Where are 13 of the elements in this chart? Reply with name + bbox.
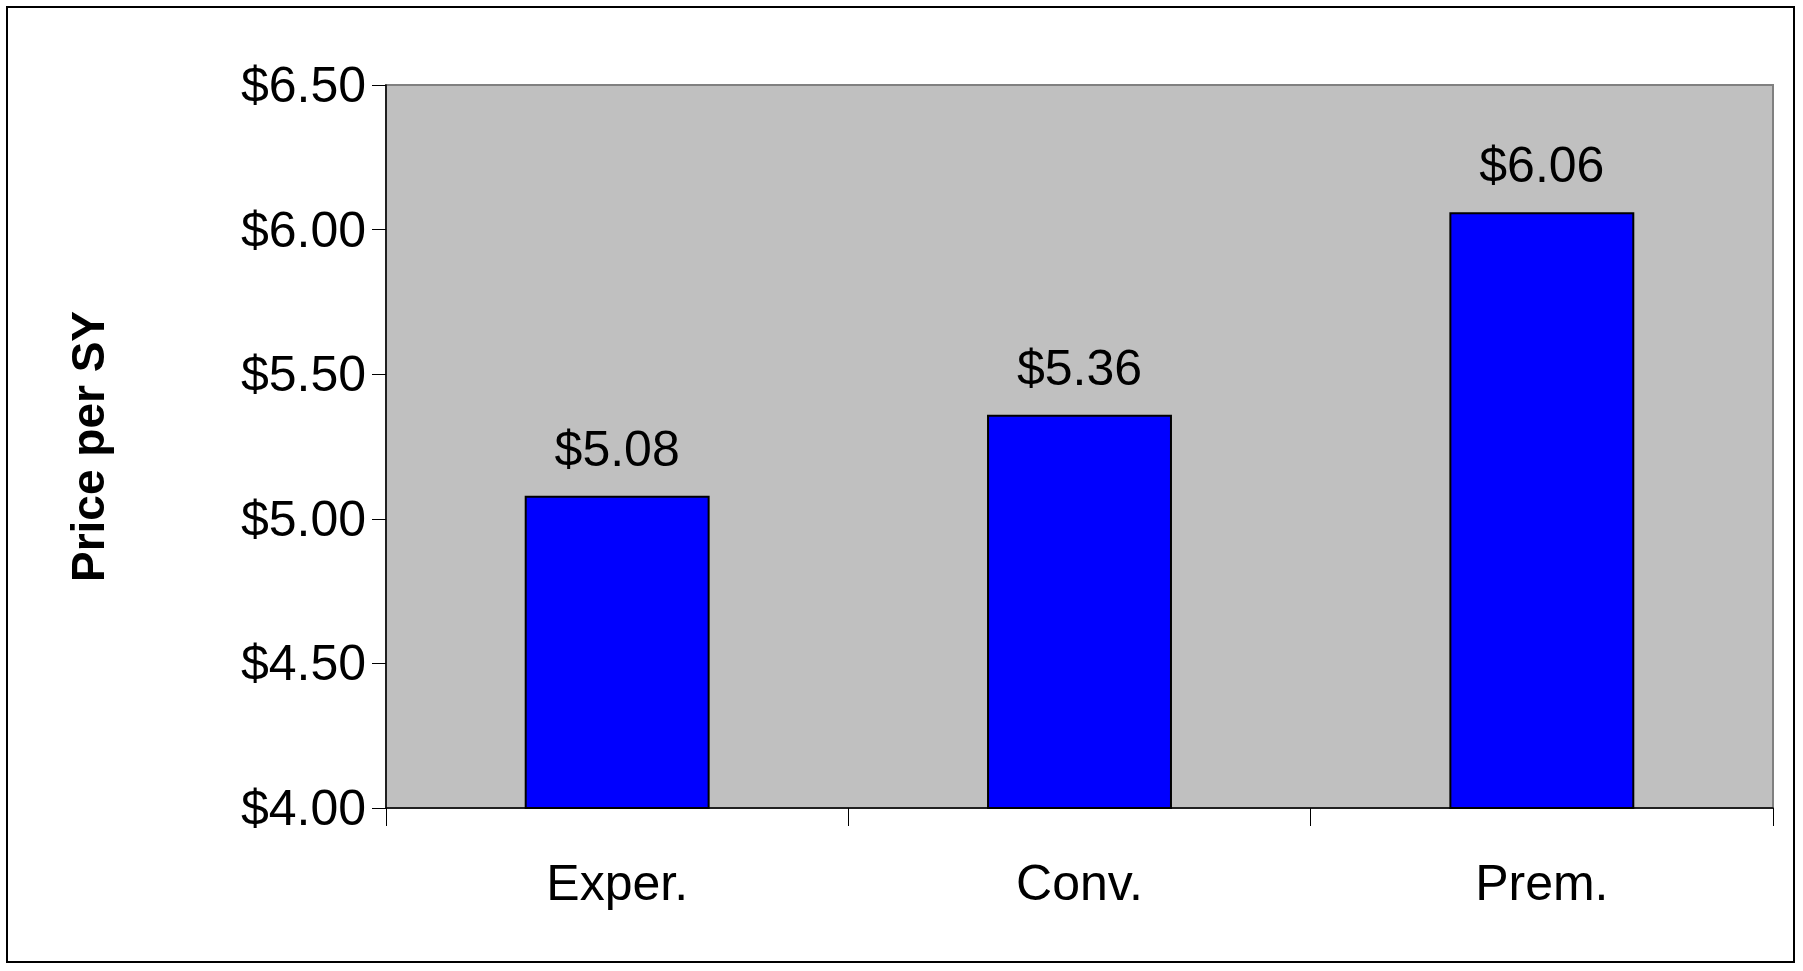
x-tick-label: Prem.	[1475, 855, 1609, 911]
y-tick-label: $5.00	[240, 490, 366, 547]
y-tick-label: $4.50	[240, 635, 366, 692]
x-tick-label: Conv.	[1016, 855, 1143, 911]
y-tick-label: $6.50	[240, 57, 366, 113]
data-label: $6.06	[1479, 137, 1605, 194]
data-label: $5.08	[554, 420, 680, 477]
y-axis-title: Price per SY	[62, 310, 114, 583]
data-label: $5.36	[1016, 339, 1143, 396]
y-tick-label: $4.00	[240, 780, 366, 836]
y-tick-label: $5.50	[240, 346, 366, 403]
x-tick-label: Exper.	[546, 855, 689, 911]
y-tick-label: $6.00	[240, 201, 366, 258]
